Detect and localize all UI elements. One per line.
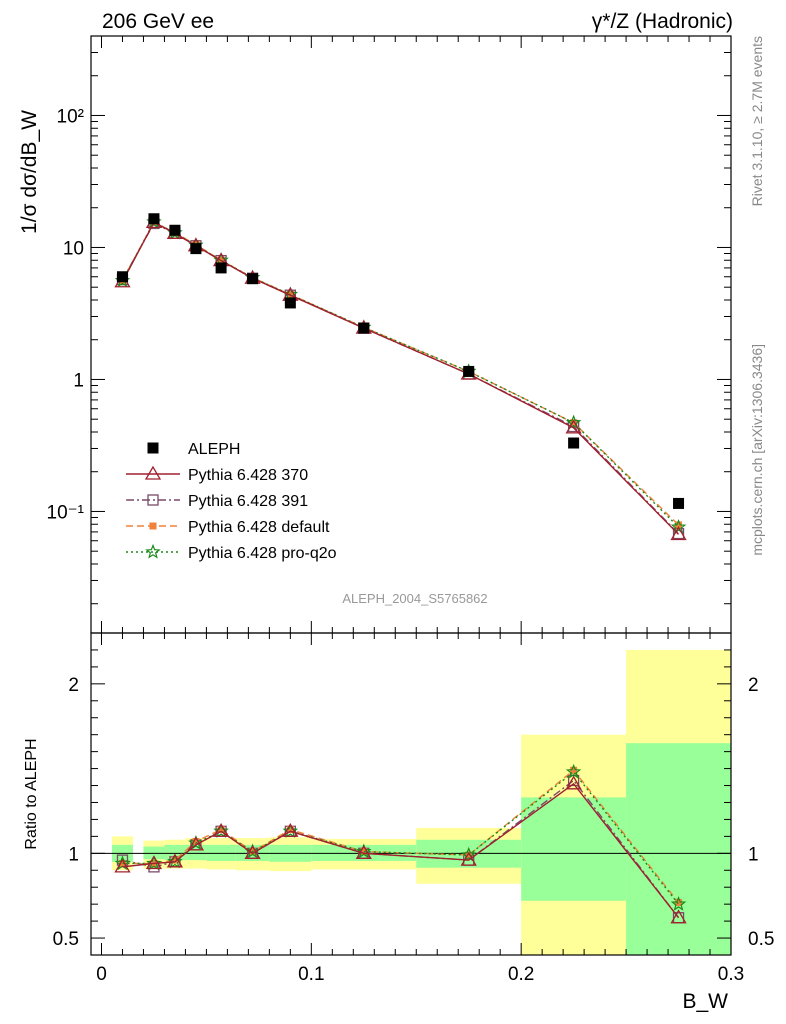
legend-item-pq2o: Pythia 6.428 pro-q2o [126,543,337,562]
y-ratio-tick-label-right: 0.5 [748,929,774,950]
y-ratio-tick-label-right: 1 [748,844,759,865]
y-ratio-tick-label-left: 1 [68,844,79,865]
point-main-pdefault-9 [570,419,578,427]
point-main-aleph-7 [358,322,370,334]
point-main-p370-10 [670,526,687,541]
legend-label-aleph: ALEPH [188,441,240,458]
point-ratio-pdefault-8 [465,851,473,859]
legend-marker-p370 [144,465,162,480]
y-main-tick-label: 1 [73,370,84,391]
series-pq2o [114,213,687,911]
point-ratio-p370-8 [460,851,477,866]
point-main-aleph-1 [148,213,160,225]
point-ratio-pq2o-9 [565,763,582,779]
point-ratio-pdefault-3 [192,837,200,845]
legend-item-pdefault: Pythia 6.428 default [126,519,330,536]
point-main-aleph-3 [190,243,202,255]
y-ratio-tick-label-left: 2 [68,675,79,696]
point-ratio-p370-3 [187,836,205,851]
y-axis-label-ratio: Ratio to ALEPH [23,738,40,849]
point-ratio-p370-0 [114,858,131,873]
point-ratio-p370-4 [212,822,230,837]
point-ratio-pdefault-2 [171,856,179,864]
point-ratio-pdefault-10 [675,898,683,906]
y-main-tick-label: 10⁻¹ [47,502,85,523]
analysis-id: ALEPH_2004_S5765862 [342,591,487,606]
x-tick-label: 0.3 [718,964,744,985]
header-right-text: (Hadronic) [629,10,733,33]
point-main-pdefault-10 [675,521,683,529]
point-ratio-pq2o-10 [670,896,687,911]
line-main-p391 [121,222,680,535]
point-ratio-p370-6 [282,822,299,837]
y-main-tick-label: 10² [57,106,84,127]
point-main-pq2o-10 [670,519,687,534]
mcplots-label: mcplots.cern.ch [arXiv:1306.3436] [749,344,765,556]
point-ratio-pq2o-1 [146,855,162,871]
x-tick-label: 0.1 [298,964,324,985]
band-inner-10 [626,743,731,955]
point-ratio-pq2o-3 [188,834,204,850]
point-main-aleph-10 [673,497,685,509]
y-ratio-tick-label-left: 0.5 [53,929,79,950]
point-ratio-p370-7 [355,845,372,859]
legend-marker-aleph [147,442,159,454]
x-axis-label: B_W [682,990,728,1013]
point-main-aleph-8 [463,365,475,377]
legend-item-aleph: ALEPH [147,441,240,458]
line-ratio-p370 [122,782,680,919]
point-ratio-pq2o-8 [460,846,477,862]
point-main-aleph-4 [215,262,227,274]
point-ratio-p370-10 [670,909,687,924]
point-main-aleph-5 [247,273,259,285]
ratio-panel-frame [90,632,732,956]
legend-label-pq2o: Pythia 6.428 pro-q2o [188,545,337,562]
point-ratio-p370-1 [145,855,163,870]
y-axis-label-main: 1/σ dσ/dB_W [18,110,41,234]
legend-item-p391: Pythia 6.428 391 [126,493,308,510]
point-ratio-pq2o-4 [213,823,229,838]
point-ratio-p370-2 [166,853,184,868]
legend-marker-p391 [147,494,159,506]
y-main-tick-label: 10 [63,238,84,259]
legend-label-pdefault: Pythia 6.428 default [188,519,330,536]
header-left: 206 GeV ee [102,10,214,33]
header-right: γ*/Z (Hadronic) [592,10,733,33]
legend-marker-pdefault [149,522,157,530]
series-aleph [116,213,685,509]
point-ratio-pdefault-6 [286,826,294,834]
point-main-pq2o-9 [565,414,582,430]
legend-item-p370: Pythia 6.428 370 [126,465,308,484]
series-p370 [114,214,687,924]
point-main-aleph-2 [169,224,181,236]
point-ratio-pq2o-2 [167,853,183,869]
legend: ALEPH Pythia 6.428 370 Pythia 6.428 391 Pyt… [126,441,337,562]
legend-label-p370: Pythia 6.428 370 [188,467,308,484]
point-ratio-p370-9 [565,775,582,790]
point-main-p370-9 [565,419,582,434]
data-series [114,213,687,924]
rivet-version-label: Rivet 3.1.10, ≥ 2.7M events [749,36,765,206]
y-ratio-tick-label-right: 2 [748,675,759,696]
point-ratio-pdefault-4 [217,826,225,834]
point-ratio-p370-5 [244,845,261,859]
axis-ticks [91,35,732,956]
point-main-aleph-0 [116,271,128,283]
x-tick-label: 0.2 [508,964,534,985]
line-main-p370 [121,221,680,535]
legend-label-p391: Pythia 6.428 391 [188,493,308,510]
point-ratio-pdefault-9 [570,766,578,774]
band-inner-9 [521,797,627,901]
header-right-symbol: γ*/Z [592,10,630,33]
point-ratio-pq2o-6 [282,823,299,838]
axis-tick-labels: 0 0.1 0.2 0.3 10⁻¹ 1 10 10² 0.5 0.5 1 1 2 2 [47,106,775,985]
point-main-aleph-9 [568,437,580,449]
point-main-aleph-6 [284,297,296,309]
main-panel-frame [90,35,732,634]
ratio-uncertainty-bands [111,649,731,955]
x-tick-label: 0 [96,964,107,985]
legend-marker-pq2o [145,543,161,559]
point-ratio-pq2o-7 [356,843,372,859]
